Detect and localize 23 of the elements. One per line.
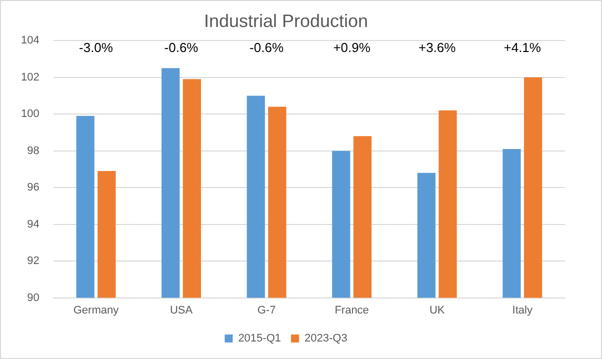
x-tick-label: UK [429, 304, 446, 316]
annotation: -0.6% [164, 40, 199, 56]
annotation: +3.6% [418, 40, 456, 56]
x-tick-label: Italy [512, 304, 533, 316]
y-tick-label: 96 [27, 182, 40, 194]
y-tick-label: 98 [27, 144, 40, 157]
x-tick-label: G-7 [257, 304, 276, 316]
x-tick-label: USA [170, 304, 194, 316]
chart-title: Industrial Production [204, 10, 368, 31]
y-tick-label: 100 [20, 108, 40, 120]
annotation: +4.1% [504, 40, 542, 56]
annotation: +0.9% [333, 40, 371, 56]
y-tick-label: 94 [27, 218, 40, 230]
y-tick-label: 102 [20, 71, 40, 84]
y-tick-label: 104 [20, 34, 40, 47]
legend-label: 2023-Q3 [304, 332, 348, 345]
legend-label: 2015-Q1 [238, 332, 282, 345]
y-tick-label: 90 [27, 292, 40, 304]
y-tick-label: 92 [27, 255, 40, 268]
x-tick-label: Germany [73, 304, 120, 316]
annotation: -3.0% [79, 40, 114, 56]
annotation: -0.6% [250, 40, 284, 56]
x-tick-label: France [334, 304, 369, 316]
